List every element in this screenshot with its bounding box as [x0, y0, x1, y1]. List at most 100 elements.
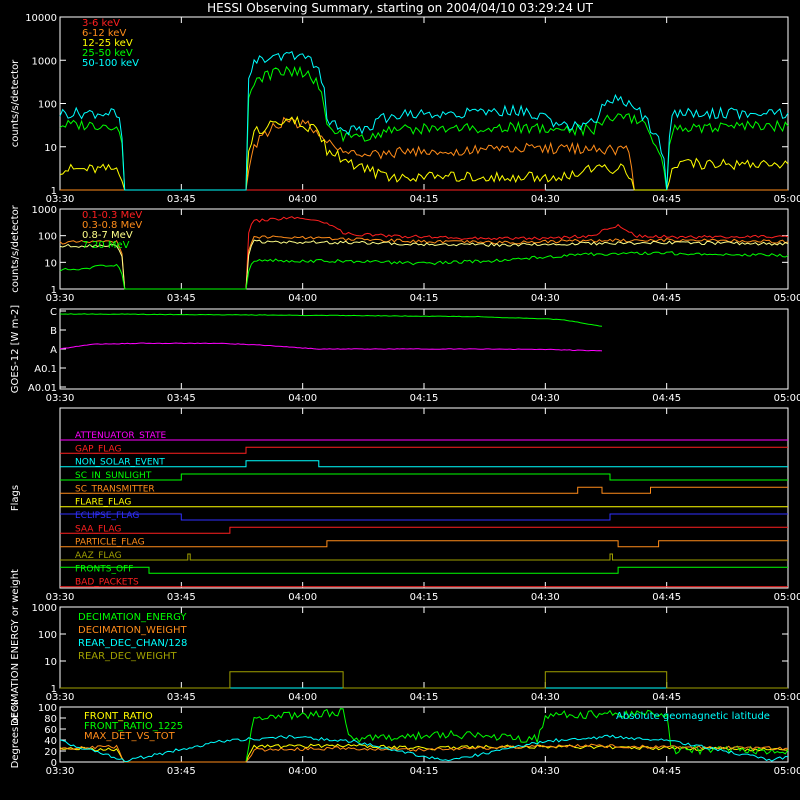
time-tick-label: 04:30 [531, 393, 560, 404]
time-tick-label: 04:30 [531, 766, 560, 777]
y-tick-label: 1000 [32, 56, 57, 67]
time-tick-label: 05:00 [774, 194, 800, 205]
flag-label: ATTENUATOR_STATE [75, 431, 167, 441]
series-line-rear-dec-weight [60, 671, 788, 689]
legend-entry: DECIMATION_ENERGY [78, 612, 187, 623]
y-tick-label: 20 [44, 747, 57, 758]
time-tick-label: 04:45 [652, 692, 681, 703]
y-tick-label: 60 [44, 725, 57, 736]
time-tick-label: 03:45 [167, 293, 196, 304]
series-line-max-det-vs-tot [59, 743, 789, 763]
time-tick-label: 04:00 [288, 293, 317, 304]
legend-entry: 12-25 keV [82, 38, 133, 49]
time-tick-label: 04:45 [652, 393, 681, 404]
y-tick-label: 10 [44, 258, 57, 269]
legend-entry: 6-12 keV [82, 28, 126, 39]
y-tick-label: B [50, 326, 57, 337]
y-tick-label: 100 [38, 630, 57, 641]
legend-entry: DECIMATION_WEIGHT [78, 625, 187, 636]
time-tick-label: 05:00 [774, 393, 800, 404]
y-tick-label: 100 [38, 100, 57, 111]
time-tick-label: 04:45 [652, 766, 681, 777]
series-line-0-1-0-3-mev [245, 216, 789, 290]
time-tick-label: 04:30 [531, 692, 560, 703]
flag-label: PARTICLE_FLAG [75, 538, 145, 548]
time-tick-label: 04:30 [531, 592, 560, 603]
y-tick-label: 1 [51, 186, 57, 197]
y-tick-label: C [50, 307, 57, 318]
flag-label: AAZ_FLAG [75, 551, 122, 561]
y-tick-label: A0.1 [34, 364, 57, 375]
y-tick-label: 10 [44, 657, 57, 668]
y-axis-label: counts/s/detector [10, 59, 21, 147]
y-tick-label: 1000 [32, 205, 57, 216]
time-tick-label: 04:45 [652, 592, 681, 603]
time-tick-label: 05:00 [774, 592, 800, 603]
legend-entry: REAR_DEC_CHAN/128 [78, 638, 187, 649]
time-tick-label: 04:00 [288, 194, 317, 205]
y-axis-label: counts/s/detector [10, 204, 21, 292]
flag-line-non_solar_event [60, 460, 788, 468]
legend-entry: 7-20 MeV [82, 240, 130, 251]
y-tick-label: 1 [51, 684, 57, 695]
flag-label: SC_IN_SUNLIGHT [75, 471, 152, 481]
flag-label: GAP_FLAG [75, 444, 121, 454]
panel-decimation: 03:30 03:45 04:00 04:15 04:30 04:45 05:00 1 10 10… [10, 569, 800, 726]
flag-line-saa_flag [60, 526, 788, 534]
time-tick-label: 04:00 [288, 692, 317, 703]
flag-line-sc_in_sunlight [60, 473, 788, 481]
time-tick-label: 04:15 [410, 293, 439, 304]
time-tick-label: 03:30 [46, 766, 75, 777]
time-tick-label: 03:30 [46, 692, 75, 703]
panel-lightcurves-low: 03:30 03:45 04:00 04:15 04:30 04:45 05:00 1 10 10… [10, 13, 800, 205]
time-tick-label: 04:45 [652, 293, 681, 304]
time-tick-label: 03:45 [167, 766, 196, 777]
time-tick-label: 03:30 [46, 194, 75, 205]
time-tick-label: 04:00 [288, 592, 317, 603]
panels-container: 03:30 03:45 04:00 04:15 04:30 04:45 05:0011010… [10, 13, 800, 777]
plot-title: HESSI Observing Summary, starting on 200… [207, 1, 593, 15]
time-tick-label: 03:45 [167, 692, 196, 703]
flag-label: NON_SOLAR_EVENT [75, 458, 165, 468]
time-tick-label: 04:00 [288, 766, 317, 777]
flag-label: SAA_FLAG [75, 524, 121, 534]
time-tick-label: 04:30 [531, 194, 560, 205]
flag-line-aaz_flag [60, 553, 788, 561]
legend-entry: 0.8-7 MeV [82, 230, 133, 241]
y-axis-label: GOES-12 [W m-2] [10, 305, 21, 393]
flag-label: FRONTS_OFF [75, 564, 133, 574]
y-tick-label: A [50, 345, 57, 356]
time-tick-label: 03:30 [46, 592, 75, 603]
series-line-goes-long [59, 313, 603, 327]
y-tick-label: 100 [38, 703, 57, 714]
flag-label: BAD_PACKETS [75, 578, 139, 588]
time-tick-label: 04:15 [410, 592, 439, 603]
time-tick-label: 03:30 [46, 293, 75, 304]
flag-line-gap_flag [60, 446, 788, 454]
legend-entry: FRONT_RATIO_1225 [84, 721, 183, 732]
legend-entry: Absolute geomagnetic latitude [616, 711, 770, 722]
y-tick-label: 100 [38, 232, 57, 243]
time-tick-label: 04:45 [652, 194, 681, 205]
time-tick-label: 03:45 [167, 194, 196, 205]
y-tick-label: 10000 [25, 13, 57, 24]
panel-lightcurves-high: 03:30 03:45 04:00 04:15 04:30 04:45 05:00 1 10 10… [10, 204, 800, 304]
panel-flags: 03:30 03:45 04:00 04:15 04:30 04:45 05:00 Flags… [10, 407, 800, 603]
flag-line-particle_flag [60, 540, 788, 548]
series-line-goes-short [59, 342, 603, 352]
legend-entry: MAX_DET_VS_TOT [84, 731, 176, 742]
legend-entry: 25-50 keV [82, 48, 133, 59]
y-tick-label: 10 [44, 143, 57, 154]
time-tick-label: 04:15 [410, 194, 439, 205]
flag-label: FLARE_FLAG [75, 498, 131, 508]
legend-entry: 0.1-0.3 MeV [82, 210, 142, 221]
time-tick-label: 04:15 [410, 766, 439, 777]
series-line-7-20-mev [59, 251, 789, 290]
flag-label: ECLIPSE_FLAG [75, 511, 139, 521]
legend-entry: FRONT_RATIO [84, 711, 153, 722]
time-tick-label: 05:00 [774, 766, 800, 777]
series-line-front-ratio-1225 [245, 708, 789, 763]
panel-ratios: 03:30 03:45 04:00 04:15 04:30 04:45 05:00 02040… [10, 701, 800, 777]
flag-line-eclipse_flag [60, 513, 788, 521]
